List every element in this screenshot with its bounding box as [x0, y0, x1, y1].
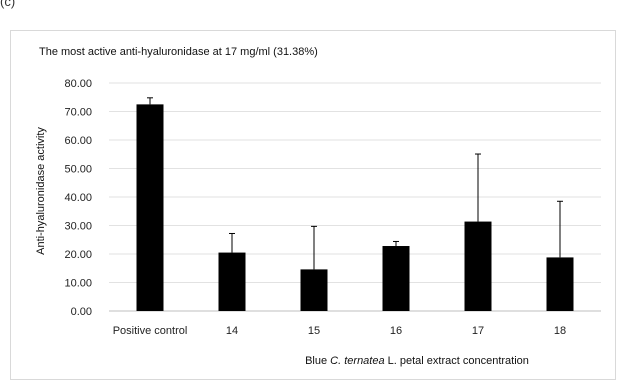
- x-tick-labels: Positive control 14 15 16 17 18: [113, 325, 566, 337]
- x-axis-title-part: Blue: [305, 355, 330, 367]
- gridlines: [109, 82, 601, 312]
- y-tick-label: 40.00: [64, 192, 92, 204]
- panel-label: (c): [0, 0, 16, 9]
- x-tick-label: 17: [472, 325, 484, 337]
- bar: [464, 221, 492, 311]
- y-tick-label: 60.00: [64, 135, 92, 147]
- y-tick-labels: 0.00 10.00 20.00 30.00 40.00 50.00 60.00 70.00 8…: [64, 78, 92, 318]
- chart-title: The most active anti-hyaluronidase at 17…: [39, 46, 318, 58]
- y-tick-label: 0.00: [71, 306, 92, 318]
- y-axis-title: Anti-hyaluronidase activity: [35, 127, 47, 255]
- x-tick-label: 18: [554, 325, 566, 337]
- bar-chart: 0.00 10.00 20.00 30.00 40.00 50.00 60.00 70.00 8…: [35, 46, 601, 367]
- bar: [300, 269, 328, 311]
- x-axis-title: Blue C. ternatea L. petal extract concen…: [305, 355, 529, 367]
- y-tick-label: 80.00: [64, 78, 92, 90]
- bars: [136, 104, 574, 311]
- error-bars: [147, 97, 563, 270]
- y-tick-label: 10.00: [64, 278, 92, 290]
- x-axis-title-part: L. petal extract concentration: [385, 355, 529, 367]
- bar: [382, 246, 410, 311]
- chart-area: 0.00 10.00 20.00 30.00 40.00 50.00 60.00 70.00 8…: [10, 30, 616, 380]
- x-axis-title-species: C. ternatea: [330, 355, 384, 367]
- x-tick-label: 16: [390, 325, 402, 337]
- y-tick-label: 30.00: [64, 221, 92, 233]
- x-tick-label: Positive control: [113, 325, 188, 337]
- bar: [136, 104, 164, 311]
- x-tick-label: 14: [226, 325, 238, 337]
- y-tick-label: 50.00: [64, 164, 92, 176]
- x-tick-label: 15: [308, 325, 320, 337]
- y-tick-label: 20.00: [64, 249, 92, 261]
- bar: [218, 252, 246, 311]
- y-tick-label: 70.00: [64, 107, 92, 119]
- bar: [546, 257, 574, 311]
